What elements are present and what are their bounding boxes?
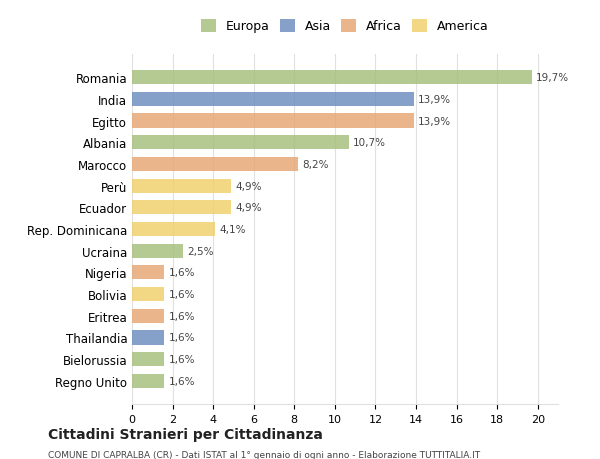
Bar: [132, 309, 164, 323]
Text: 1,6%: 1,6%: [169, 376, 195, 386]
Bar: [132, 157, 298, 172]
Text: 13,9%: 13,9%: [418, 95, 451, 105]
Bar: [132, 287, 164, 302]
Text: Cittadini Stranieri per Cittadinanza: Cittadini Stranieri per Cittadinanza: [48, 427, 323, 441]
Text: 4,9%: 4,9%: [235, 181, 262, 191]
Bar: [132, 136, 349, 150]
Legend: Europa, Asia, Africa, America: Europa, Asia, Africa, America: [197, 16, 493, 37]
Bar: [132, 244, 183, 258]
Text: COMUNE DI CAPRALBA (CR) - Dati ISTAT al 1° gennaio di ogni anno - Elaborazione T: COMUNE DI CAPRALBA (CR) - Dati ISTAT al …: [48, 450, 480, 459]
Bar: [132, 114, 414, 129]
Text: 1,6%: 1,6%: [169, 311, 195, 321]
Text: 1,6%: 1,6%: [169, 268, 195, 278]
Bar: [132, 93, 414, 106]
Bar: [132, 223, 215, 236]
Text: 1,6%: 1,6%: [169, 333, 195, 343]
Text: 4,1%: 4,1%: [219, 224, 246, 235]
Text: 2,5%: 2,5%: [187, 246, 213, 256]
Text: 1,6%: 1,6%: [169, 290, 195, 299]
Text: 1,6%: 1,6%: [169, 354, 195, 364]
Text: 19,7%: 19,7%: [536, 73, 569, 83]
Bar: [132, 353, 164, 366]
Bar: [132, 71, 532, 85]
Text: 13,9%: 13,9%: [418, 116, 451, 126]
Bar: [132, 330, 164, 345]
Bar: [132, 201, 232, 215]
Bar: [132, 179, 232, 193]
Text: 10,7%: 10,7%: [353, 138, 386, 148]
Text: 8,2%: 8,2%: [302, 160, 329, 169]
Bar: [132, 374, 164, 388]
Text: 4,9%: 4,9%: [235, 203, 262, 213]
Bar: [132, 266, 164, 280]
